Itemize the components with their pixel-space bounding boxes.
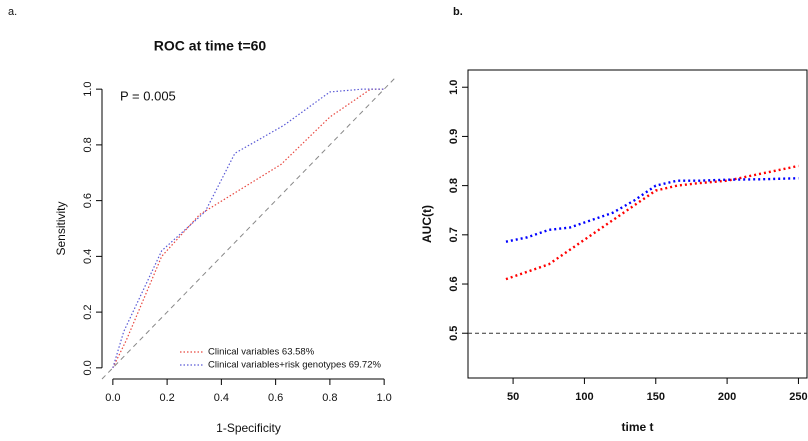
y-tick-label: 0.7 — [448, 227, 460, 242]
panel-label: a. — [8, 6, 17, 18]
y-tick-label: 0.0 — [82, 360, 94, 375]
x-tick-label: 0.4 — [214, 392, 229, 404]
y-tick-label: 0.8 — [448, 178, 460, 193]
y-tick-label: 0.9 — [448, 129, 460, 144]
y-axis-label: Sensitivity — [54, 201, 68, 255]
panel-label: b. — [453, 6, 463, 18]
x-tick-label: 0.0 — [105, 392, 120, 404]
y-axis-label: AUC(t) — [420, 205, 434, 243]
plot-frame — [467, 69, 808, 379]
y-tick-label: 1.0 — [448, 80, 460, 95]
x-tick-label: 100 — [575, 391, 593, 403]
panel: b. 50 100 150 200 250 0.5 0.6 0.7 0.8 0.9 1.0 time t… — [420, 6, 807, 434]
x-tick-label: 200 — [718, 391, 736, 403]
panel: a. ROC at time t=60 0.0 0.2 0.4 0.6 0.8 1.0 0.0 0… — [8, 6, 396, 435]
series-line — [112, 88, 385, 369]
annotation: P = 0.005 — [120, 88, 176, 103]
series-line — [112, 88, 385, 369]
x-tick-label: 1.0 — [376, 392, 391, 404]
y-tick-label: 0.6 — [82, 193, 94, 208]
series-line — [505, 164, 799, 281]
x-tick-label: 0.8 — [322, 392, 337, 404]
y-tick-label: 0.5 — [448, 326, 460, 341]
chart-title: ROC at time t=60 — [154, 38, 267, 54]
y-tick-label: 0.6 — [448, 276, 460, 291]
y-tick-label: 1.0 — [82, 81, 94, 96]
reference-diagonal — [101, 77, 396, 380]
x-axis-label: time t — [621, 420, 653, 434]
y-tick-label: 0.2 — [82, 304, 94, 319]
x-axis-label: 1-Specificity — [216, 421, 281, 435]
legend-label: Clinical variables+risk genotypes 69.72% — [208, 360, 381, 371]
y-tick-label: 0.4 — [82, 249, 94, 264]
x-tick-label: 0.2 — [159, 392, 174, 404]
x-tick-label: 0.6 — [268, 392, 283, 404]
series-line — [505, 177, 799, 243]
x-tick-label: 150 — [647, 391, 665, 403]
x-tick-label: 250 — [789, 391, 807, 403]
y-tick-label: 0.8 — [82, 137, 94, 152]
x-tick-label: 50 — [507, 391, 519, 403]
legend-label: Clinical variables 63.58% — [208, 347, 315, 358]
